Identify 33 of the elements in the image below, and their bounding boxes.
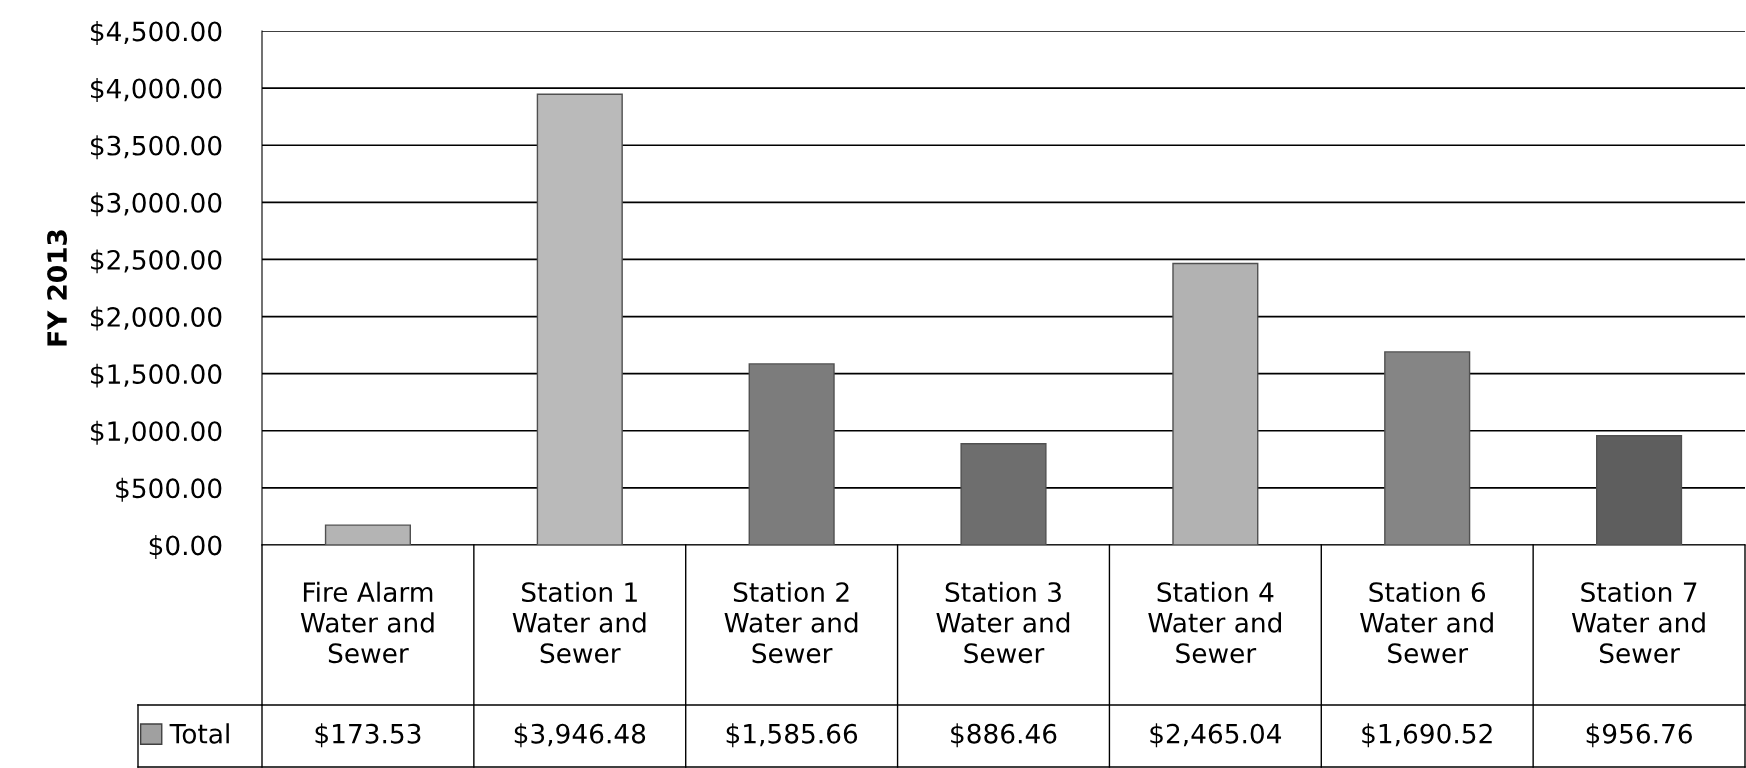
data-label: $1,585.66 (726, 723, 858, 748)
y-tick-label: $3,000.00 (91, 192, 222, 217)
y-tick-label: $2,500.00 (91, 249, 222, 274)
y-tick-label: $0.00 (149, 534, 222, 559)
y-tick-label: $1,500.00 (91, 363, 222, 388)
x-tick-label: Station 3 Water and Sewer (936, 581, 1070, 664)
text: Total (169, 723, 229, 744)
data-label: $886.46 (951, 723, 1057, 748)
x-tick-label: Fire Alarm Water and Sewer (300, 581, 434, 664)
y-tick-label: $500.00 (116, 477, 222, 502)
x-tick-label: Station 6 Water and Sewer (1360, 581, 1493, 664)
y-axis-title: FY 2013 (47, 230, 68, 346)
y-tick-label: $2,000.00 (91, 306, 222, 331)
bar (324, 524, 411, 545)
y-tick-label: $4,500.00 (91, 20, 222, 45)
data-label: $2,465.04 (1150, 723, 1282, 748)
x-tick-label: Station 2 Water and Sewer (724, 581, 858, 664)
y-tick-label: $4,000.00 (91, 78, 222, 103)
data-label: $3,946.48 (514, 723, 646, 748)
bar (1596, 435, 1683, 545)
y-tick-label: $3,500.00 (91, 135, 222, 160)
data-label: $956.76 (1586, 723, 1692, 748)
x-tick-label: Station 7 Water and Sewer (1571, 581, 1705, 664)
x-tick-label: Station 4 Water and Sewer (1148, 581, 1281, 664)
bar (536, 93, 623, 545)
bar (1384, 351, 1471, 545)
y-tick-label: $1,000.00 (91, 420, 222, 445)
bar (748, 363, 835, 545)
data-label: $1,690.52 (1362, 723, 1492, 748)
bar (960, 443, 1047, 545)
x-tick-label: Station 1 Water and Sewer (512, 581, 646, 664)
bar (1172, 262, 1259, 545)
data-label: $173.53 (315, 723, 421, 748)
